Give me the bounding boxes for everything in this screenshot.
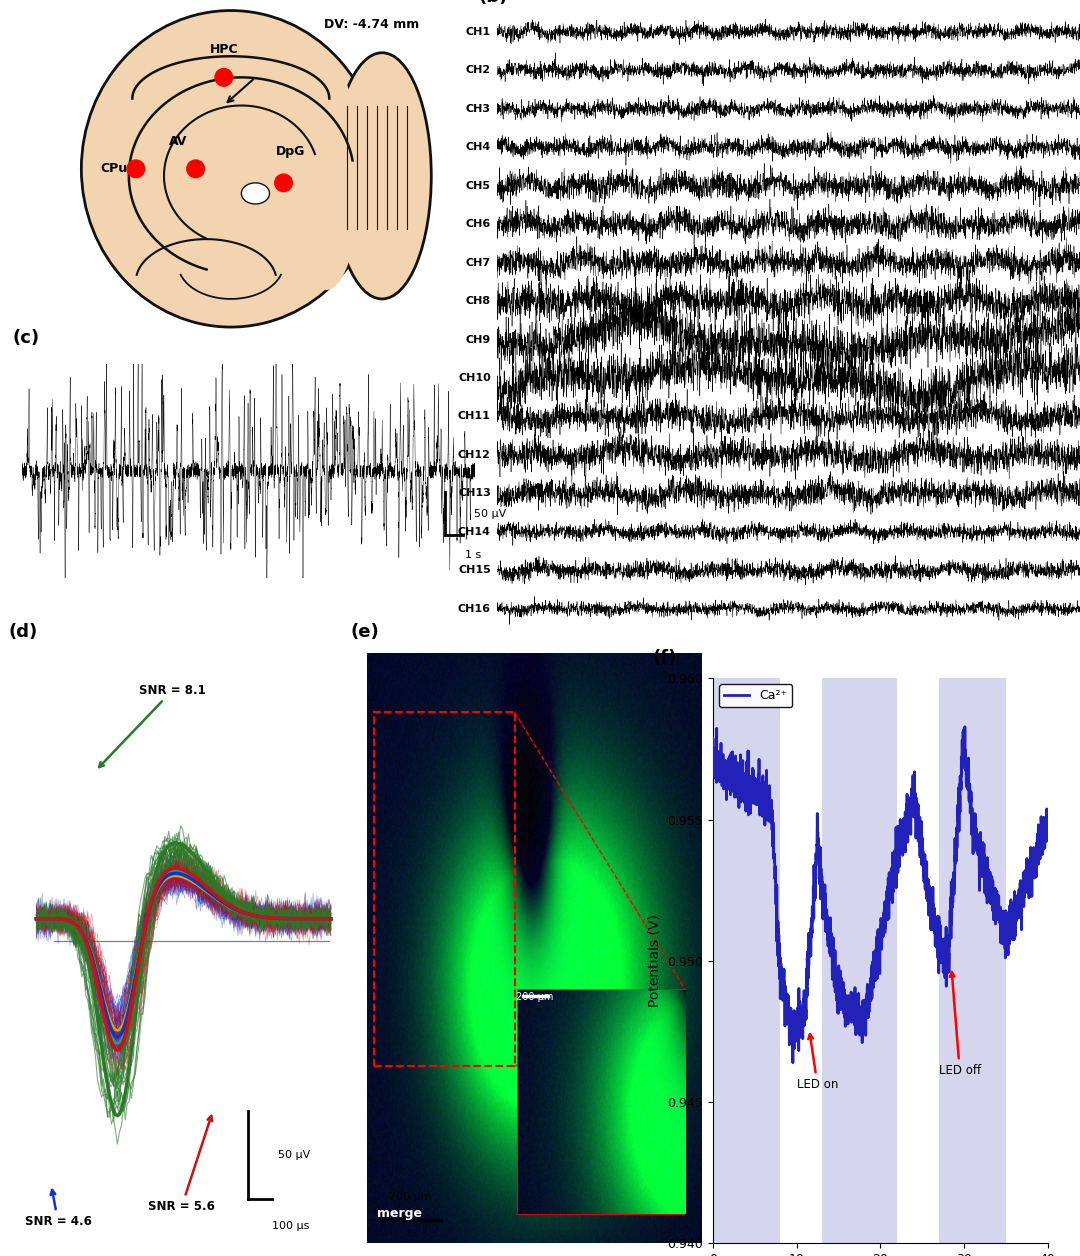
Text: CH8: CH8 xyxy=(465,296,490,306)
Text: CH6: CH6 xyxy=(465,219,490,229)
Text: HPC: HPC xyxy=(210,43,238,57)
Text: CH13: CH13 xyxy=(458,489,490,499)
Text: SNR = 5.6: SNR = 5.6 xyxy=(148,1115,215,1213)
Text: AV: AV xyxy=(168,134,187,148)
Text: CH16: CH16 xyxy=(458,604,490,614)
Text: DpG: DpG xyxy=(275,146,306,158)
Text: CH7: CH7 xyxy=(465,257,490,268)
Circle shape xyxy=(127,160,145,177)
Text: DV: -4.74 mm: DV: -4.74 mm xyxy=(324,18,419,30)
Text: 50 μV: 50 μV xyxy=(278,1150,310,1159)
Text: CH9: CH9 xyxy=(465,334,490,344)
Circle shape xyxy=(274,175,293,192)
Text: (c): (c) xyxy=(13,329,40,347)
Text: CH1: CH1 xyxy=(465,26,490,36)
Text: CH14: CH14 xyxy=(458,526,490,536)
Text: merge: merge xyxy=(377,1207,422,1220)
Text: SNR = 4.6: SNR = 4.6 xyxy=(25,1189,92,1228)
Ellipse shape xyxy=(291,62,361,290)
Text: (e): (e) xyxy=(351,623,379,642)
Text: CPu: CPu xyxy=(100,162,127,176)
Ellipse shape xyxy=(333,53,431,299)
Text: CH12: CH12 xyxy=(458,450,490,460)
Bar xyxy=(518,990,686,1213)
Text: CH2: CH2 xyxy=(465,65,490,75)
Text: CH5: CH5 xyxy=(465,181,490,191)
Text: LED on: LED on xyxy=(797,1034,838,1091)
Text: (d): (d) xyxy=(9,623,38,642)
Text: CH10: CH10 xyxy=(458,373,490,383)
Bar xyxy=(713,678,780,1243)
Ellipse shape xyxy=(81,10,380,327)
Circle shape xyxy=(215,69,232,87)
Legend: Ca²⁺: Ca²⁺ xyxy=(719,685,792,707)
Text: 1 s: 1 s xyxy=(465,550,482,560)
Text: 100 μs: 100 μs xyxy=(272,1221,309,1231)
Text: CH15: CH15 xyxy=(458,565,490,575)
Text: SNR = 8.1: SNR = 8.1 xyxy=(99,683,206,767)
Bar xyxy=(374,712,514,1066)
Text: 50 μV: 50 μV xyxy=(474,509,507,519)
Y-axis label: Potentials (V): Potentials (V) xyxy=(648,914,662,1007)
Text: CH4: CH4 xyxy=(465,142,490,152)
Text: CH11: CH11 xyxy=(458,412,490,422)
Text: (f): (f) xyxy=(652,649,677,667)
Text: CH3: CH3 xyxy=(465,104,490,114)
Bar xyxy=(822,678,896,1243)
Text: 700 μm: 700 μm xyxy=(390,1192,432,1202)
Circle shape xyxy=(187,160,204,177)
Ellipse shape xyxy=(241,183,270,203)
Bar xyxy=(939,678,1005,1243)
Text: LED off: LED off xyxy=(939,972,981,1076)
Text: (b): (b) xyxy=(480,0,509,6)
